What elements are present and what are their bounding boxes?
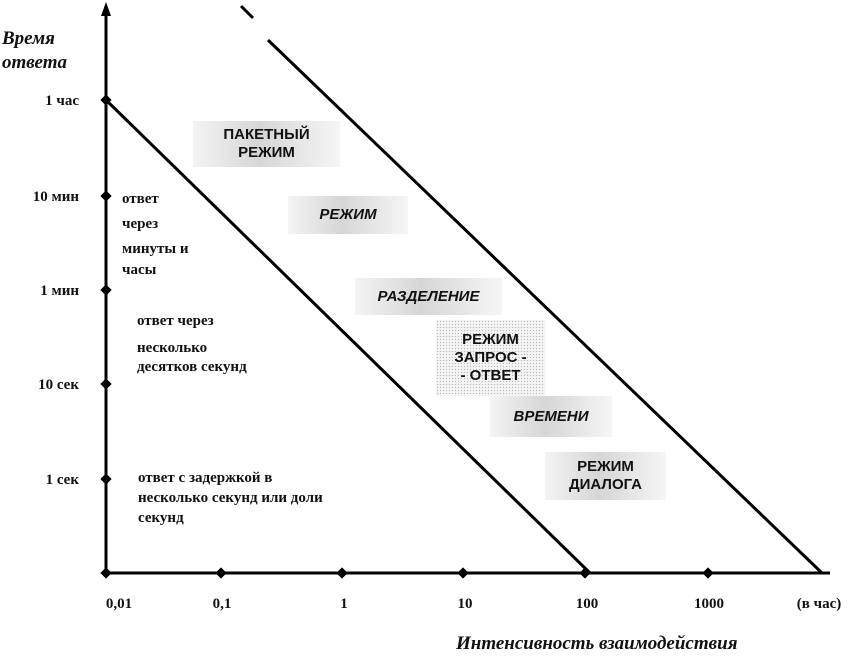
box-line: ПАКЕТНЫЙ xyxy=(223,126,310,143)
x-tick-mark xyxy=(215,567,227,579)
box-line: РЕЖИМ xyxy=(577,458,634,475)
x-tick-mark xyxy=(579,567,591,579)
box-line: РЕЖИМ xyxy=(462,331,519,348)
note-line: ответ через xyxy=(137,313,214,329)
note-line: ответ xyxy=(122,191,159,207)
x-axis-unit: (в час) xyxy=(796,596,842,612)
x-tick-mark xyxy=(336,567,348,579)
note-line: секунд xyxy=(138,510,184,526)
box-line: РЕЖИМ xyxy=(319,206,377,223)
boundary-line-outer xyxy=(266,38,824,575)
x-tick-label: 1 xyxy=(340,596,348,612)
note-line: десятков секунд xyxy=(137,359,247,375)
note-line: через xyxy=(122,216,159,232)
box-line: ДИАЛОГА xyxy=(568,476,643,493)
x-tick-mark xyxy=(457,567,469,579)
y-tick-label: 10 сек xyxy=(38,377,79,393)
x-tick-label: 10 xyxy=(457,596,473,612)
note-minutes: ответ через минуты и часы xyxy=(122,187,188,283)
batch-mode-box: ПАКЕТНЫЙ РЕЖИМ xyxy=(193,121,340,167)
y-tick-mark xyxy=(100,378,112,390)
x-tick-label: 1000 xyxy=(694,596,724,612)
y-tick-label: 1 час xyxy=(45,93,79,109)
note-line: минуты и xyxy=(122,241,189,257)
x-tick-mark xyxy=(100,567,112,579)
box-line: ЗАПРОС - xyxy=(454,349,527,366)
x-tick-label: 0,01 xyxy=(105,596,133,612)
note-line: несколько xyxy=(137,340,208,356)
note-tens-of-seconds: ответ через несколько десятков секунд xyxy=(137,309,247,380)
box-line: РЕЖИМ xyxy=(238,144,295,161)
box-line: - ОТВЕТ xyxy=(460,367,521,384)
y-axis-arrow xyxy=(101,2,111,16)
note-line: ответ с задержкой в xyxy=(138,470,273,486)
boundary-line-inner xyxy=(104,98,592,575)
note-line: несколько секунд или доли xyxy=(138,490,323,506)
note-line: часы xyxy=(122,262,157,278)
x-axis-title: Интенсивность взаимодействия xyxy=(456,633,738,654)
dialog-mode-box: РЕЖИМ ДИАЛОГА xyxy=(545,452,666,500)
time-sharing-box-part1: РЕЖИМ xyxy=(288,196,408,234)
y-axis-title-line1: Время xyxy=(2,28,55,49)
y-tick-mark xyxy=(100,190,112,202)
y-tick-label: 1 сек xyxy=(45,472,79,488)
box-line: ВРЕМЕНИ xyxy=(513,407,589,425)
box-line: РАЗДЕЛЕНИЕ xyxy=(377,287,480,305)
note-seconds: ответ с задержкой в несколько секунд или… xyxy=(138,468,323,528)
x-tick-label: 100 xyxy=(575,596,599,612)
y-tick-label: 10 мин xyxy=(32,189,79,205)
y-tick-mark xyxy=(100,473,112,485)
y-tick-label: 1 мин xyxy=(40,283,79,299)
x-tick-mark xyxy=(702,567,714,579)
x-tick-label: 0,1 xyxy=(212,596,232,612)
time-sharing-box-part2: РАЗДЕЛЕНИЕ xyxy=(355,278,502,315)
y-tick-mark xyxy=(100,284,112,296)
boundary-line-outer-dashed xyxy=(239,4,255,20)
y-axis-title-line2: ответа xyxy=(2,52,67,73)
query-response-box: РЕЖИМ ЗАПРОС - - ОТВЕТ xyxy=(436,320,545,396)
time-sharing-box-part3: ВРЕМЕНИ xyxy=(490,396,612,437)
